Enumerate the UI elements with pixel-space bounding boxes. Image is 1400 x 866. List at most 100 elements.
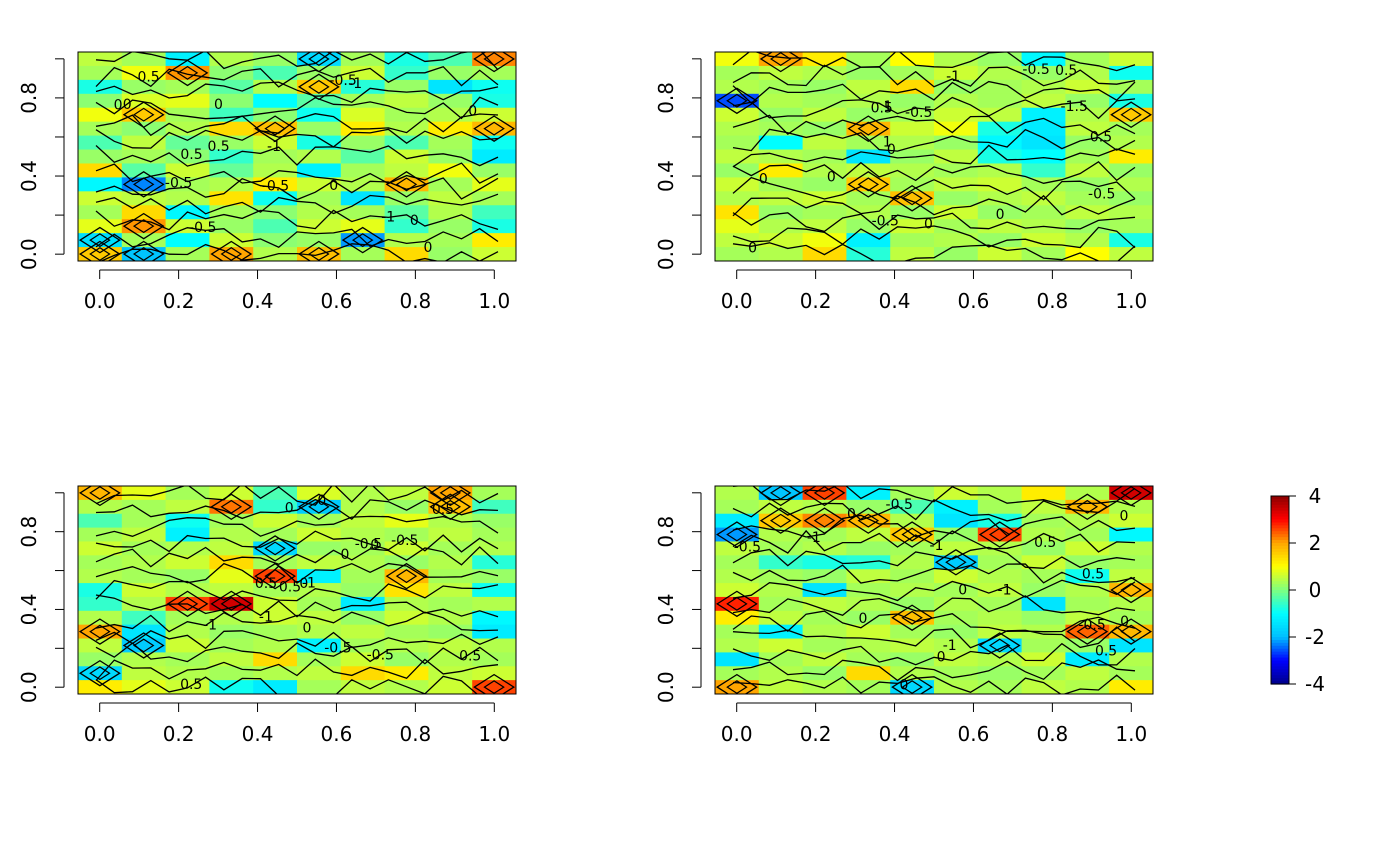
colorbar-tick-label: 2 [1309,531,1322,555]
heatmap-cell [428,624,473,640]
heatmap-cell [297,666,342,681]
heatmap-cell [253,163,298,178]
contour-loop [132,107,155,122]
heatmap-cell [253,583,298,598]
heatmap-cell [1065,205,1110,220]
heatmap-cell [209,191,254,206]
heatmap-cell [428,499,473,515]
heatmap-cell [384,163,429,178]
plot-border [714,485,1154,695]
heatmap-cell [1109,205,1153,220]
contour-loop [945,555,967,570]
heatmap-cell [1021,65,1066,81]
heatmap-cell [209,107,254,123]
heatmap-cell [165,569,210,584]
heatmap-cell [472,680,516,694]
contour-label: 0 [123,97,132,113]
contour-loop [89,666,111,681]
colorbar-swatch [1271,504,1289,509]
heatmap-cell [472,121,516,137]
contour-label: -1 [203,617,217,633]
contour-loop [132,219,155,234]
heatmap-cell [934,624,979,640]
heatmap-cell [472,233,516,248]
contour-label: -1 [381,209,395,225]
heatmap-cell [1065,527,1110,543]
heatmap-cell [802,486,847,501]
heatmap-cell [1109,163,1153,178]
heatmap-cell [78,205,123,220]
heatmap-cell [121,79,167,95]
heatmap-cell [209,233,254,248]
colorbar-swatch [1271,584,1289,588]
contour-lines [715,486,1153,694]
heatmap-cell [428,247,473,261]
contour-line [732,642,1136,666]
x-tick-label: 0.4 [242,722,274,746]
heatmap-cell [428,135,473,151]
heatmap-cell [1109,191,1153,206]
contour-loop [78,618,121,645]
contour-label: 0 [285,501,294,517]
heatmap-cell [384,52,429,67]
heatmap-cell [1021,205,1066,220]
heatmap-cell [384,624,429,640]
heatmap-cell [209,499,254,515]
heatmap-cell [78,149,123,165]
heatmap-cell [1021,52,1066,67]
heatmap-cell [934,191,979,206]
contour-label: -1.5 [1061,99,1088,115]
heatmap-cell [428,121,473,137]
contour-label: 0 [214,97,223,113]
heatmap-cell [890,191,935,206]
contour-label: -0.5 [1022,62,1049,78]
colorbar-swatch [1271,531,1289,535]
contour-loop [901,680,923,694]
heatmap-cell [297,680,342,694]
contour-loop [341,226,384,254]
heatmap-cell [78,555,123,570]
contour-label: -0.5 [367,648,394,664]
colorbar-swatch [1271,525,1289,529]
heatmap-cell [253,219,298,234]
heatmap-cell [472,555,516,570]
contour-loop [176,65,199,80]
heatmap-cell [209,121,254,137]
y-tick-label: 0.8 [17,82,41,114]
heatmap-cell [297,93,342,109]
heatmap-cell [715,583,760,598]
contour-loop [1110,618,1153,645]
y-tick-label: 0.4 [17,594,41,626]
heatmap-cell [934,177,979,192]
heatmap-cell [472,205,516,220]
contour-label: -0.5 [872,214,899,230]
heatmap-cell [253,65,298,81]
contour-label: 0 [468,103,477,119]
contour-line [732,529,1136,554]
contour-label: 0 [924,216,933,232]
heatmap-cell [384,247,429,261]
heatmap-cell [253,652,298,667]
heatmap-cell [472,610,516,626]
contour-label: -0.5 [391,533,418,549]
heatmap-cell [253,93,298,109]
heatmap-cell [472,513,516,529]
heatmap-cell [209,177,254,192]
heatmap-cell [165,65,210,81]
heatmap-cell [428,163,473,178]
y-tick-label: 0.0 [17,671,41,703]
contour-loop [769,486,792,500]
heatmap-cell [1065,135,1110,151]
colorbar-swatch [1271,654,1289,659]
heatmap-cell [78,79,123,95]
colorbar-swatch [1271,631,1289,635]
heatmap-cell [165,513,210,529]
contour-loop [1120,486,1142,500]
contour-loop [264,569,286,584]
contour-loop [439,499,462,514]
heatmap-cell [472,652,516,667]
contour-loop [429,486,472,507]
colorbar-swatch [1271,501,1289,506]
contour-line [732,96,1136,120]
